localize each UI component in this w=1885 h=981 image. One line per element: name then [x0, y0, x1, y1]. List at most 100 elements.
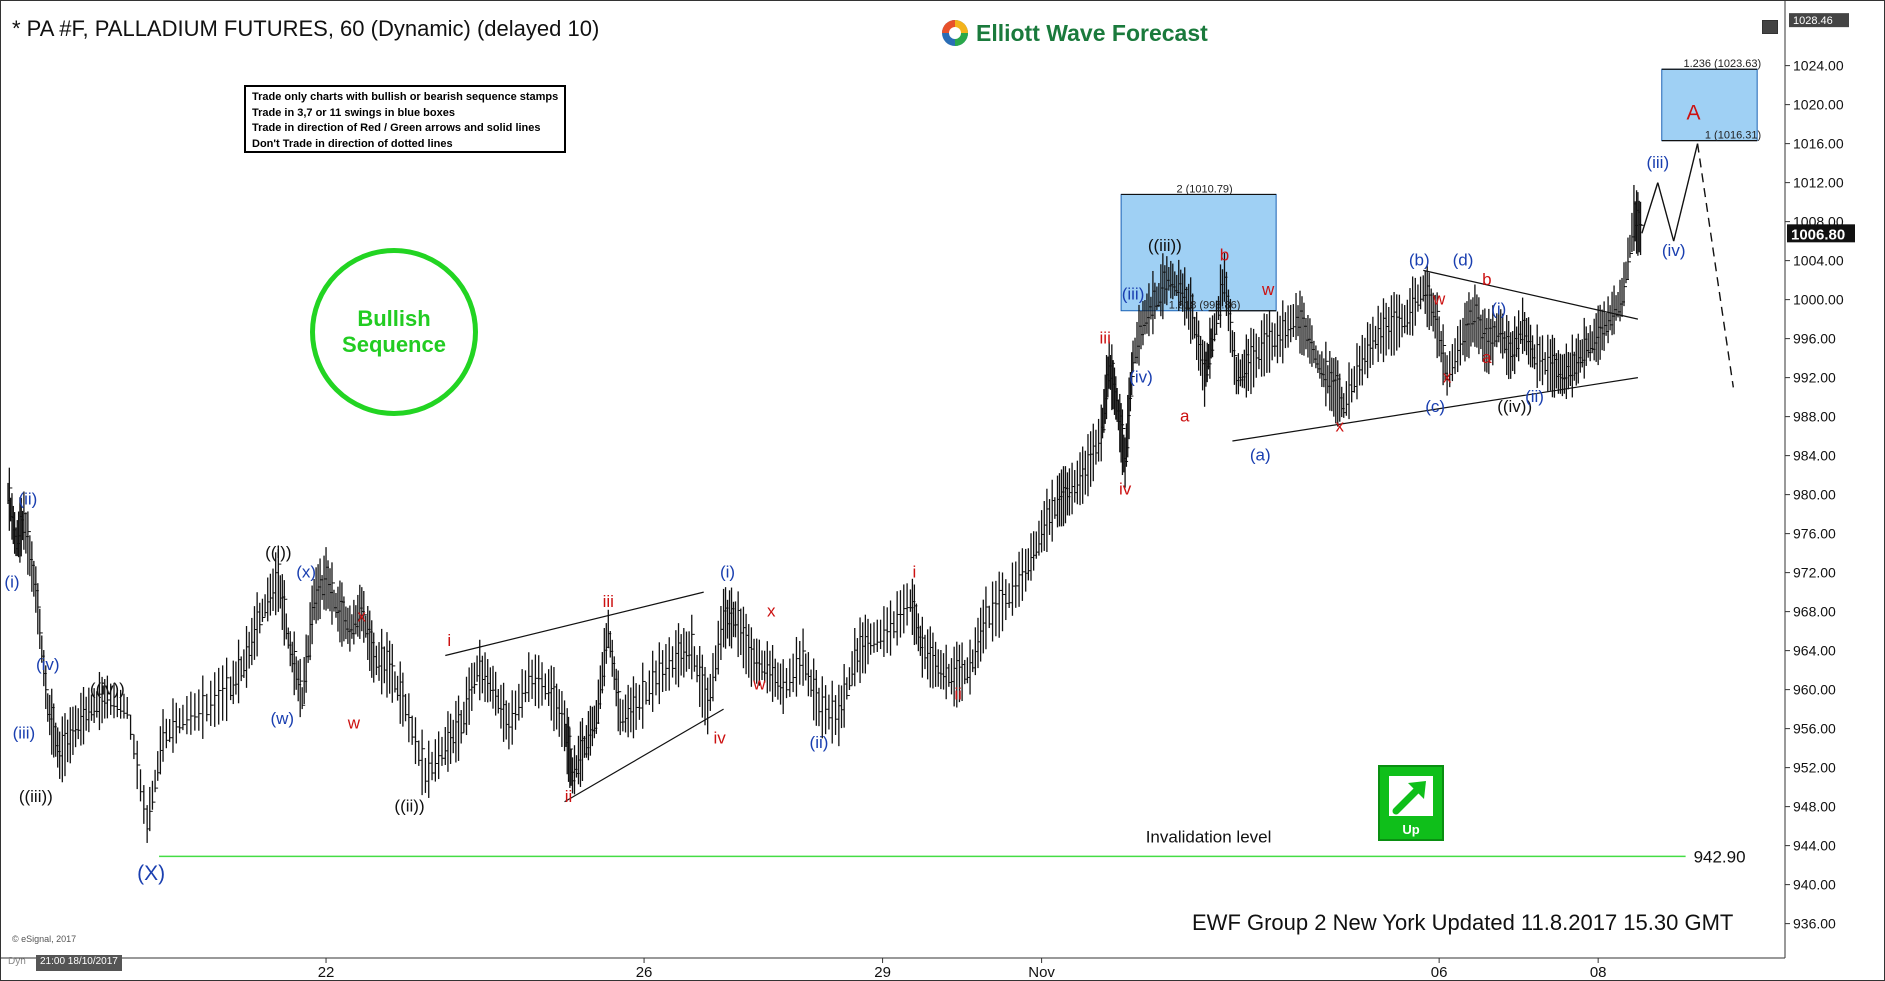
wave-label: iii [1100, 329, 1111, 348]
y-tick-label: 956.00 [1793, 721, 1836, 737]
projection-line [1657, 182, 1675, 242]
stamp-line: Bullish [357, 306, 431, 331]
wave-label: i [912, 563, 916, 582]
wave-label: (c) [1425, 397, 1445, 416]
wave-label: iv [1119, 480, 1132, 499]
brand-name: Elliott Wave Forecast [976, 19, 1208, 46]
y-tick-label: 980.00 [1793, 487, 1836, 503]
wave-label: ((iv)) [90, 680, 125, 699]
wave-label: A [1687, 101, 1701, 124]
up-direction-badge: Up [1378, 765, 1444, 841]
wave-label: (iii) [1122, 285, 1145, 304]
wave-label: (iii) [1646, 153, 1669, 172]
wave-label: i [447, 631, 451, 650]
esignal-credit: © eSignal, 2017 [12, 934, 77, 944]
wave-label: ((i)) [265, 543, 291, 562]
rule-line: Don't Trade in direction of dotted lines [252, 137, 453, 150]
wave-label: b [1220, 246, 1229, 265]
wave-label: a [1482, 348, 1492, 367]
bullish-sequence-stamp: Bullish Sequence [310, 248, 478, 416]
y-tick-label: 972.00 [1793, 565, 1836, 581]
brand: Elliott Wave Forecast [940, 18, 1208, 48]
up-arrow-icon [1386, 773, 1436, 819]
wave-label: (x) [296, 563, 316, 582]
wave-label: x [358, 606, 367, 625]
y-tick-label: 1000.00 [1793, 292, 1844, 308]
y-tick-label: 952.00 [1793, 760, 1836, 776]
chart-title: * PA #F, PALLADIUM FUTURES, 60 (Dynamic)… [12, 16, 600, 41]
wave-label: iii [603, 592, 614, 611]
y-tick-label: 948.00 [1793, 799, 1836, 815]
y-tick-label: 984.00 [1793, 448, 1836, 464]
wave-label: (i) [4, 572, 19, 591]
y-tick-label: 1012.00 [1793, 175, 1844, 191]
y-tick-label: 976.00 [1793, 526, 1836, 542]
x-tick-label: Nov [1028, 964, 1055, 981]
wave-label: ((iii)) [19, 787, 53, 806]
wave-label: (i) [1491, 299, 1506, 318]
trading-rules-box: Trade only charts with bullish or bearis… [244, 85, 566, 153]
x-tick-label: 08 [1590, 964, 1607, 981]
wave-label: (iii) [13, 723, 36, 742]
trend-line [1232, 377, 1639, 442]
y-tick-label: 936.00 [1793, 916, 1836, 932]
wave-label: ((iv)) [1497, 397, 1532, 416]
invalidation-label: Invalidation level [1146, 827, 1272, 846]
wave-label: b [1482, 270, 1491, 289]
invalidation-value: 942.90 [1694, 847, 1746, 866]
wave-label: ii [954, 684, 962, 703]
wave-label: ii [565, 787, 573, 806]
menu-icon[interactable] [1762, 20, 1778, 34]
stamp-line: Sequence [342, 332, 446, 357]
wave-label: (iv) [1129, 368, 1153, 387]
wave-label: x [767, 602, 776, 621]
rule-line: Trade in direction of Red / Green arrows… [252, 122, 541, 134]
wave-label: x [1336, 416, 1345, 435]
projection-line [1673, 143, 1699, 242]
wave-label: (ii) [810, 733, 829, 752]
wave-label: (a) [1250, 446, 1271, 465]
fib-level-label: 2 (1010.79) [1176, 183, 1232, 195]
y-tick-label: 1004.00 [1793, 253, 1844, 269]
target-blue-box [1120, 193, 1277, 312]
trend-line [564, 708, 724, 803]
top-scale-label: 1028.46 [1793, 15, 1833, 27]
wave-label: (w) [270, 709, 294, 728]
y-tick-label: 996.00 [1793, 331, 1836, 347]
x-tick-label: 22 [318, 964, 335, 981]
y-tick-label: 1016.00 [1793, 136, 1844, 152]
wave-label: (b) [1409, 251, 1430, 270]
last-price-box [1787, 224, 1855, 243]
up-label: Up [1402, 822, 1420, 837]
y-tick-label: 988.00 [1793, 409, 1836, 425]
wave-label: w [347, 714, 361, 733]
wave-label: (iv) [36, 655, 60, 674]
rule-line: Trade in 3,7 or 11 swings in blue boxes [252, 106, 455, 119]
fib-level-label: 1.236 (1023.63) [1683, 58, 1761, 70]
x-tick-label: 29 [874, 964, 891, 981]
wave-label: (i) [720, 563, 735, 582]
y-tick-label: 960.00 [1793, 682, 1836, 698]
wave-label: (d) [1453, 251, 1474, 270]
y-tick-label: 944.00 [1793, 838, 1836, 854]
projection-line [1696, 143, 1735, 388]
fib-level-label: 1 (1016.31) [1705, 130, 1761, 142]
wave-label: w [1261, 280, 1275, 299]
y-tick-label: 968.00 [1793, 604, 1836, 620]
wave-logo-icon [942, 20, 968, 46]
wave-label: ((ii)) [394, 797, 424, 816]
wave-label: (iv) [1662, 241, 1686, 260]
dyn-label: Dyn [8, 956, 26, 967]
fib-level-label: 1.618 (998.86) [1169, 300, 1241, 312]
cursor-date: 21:00 18/10/2017 [36, 955, 122, 971]
wave-label: ((iii)) [1148, 236, 1182, 255]
update-footer: EWF Group 2 New York Updated 11.8.2017 1… [1192, 910, 1734, 935]
y-tick-label: 964.00 [1793, 643, 1836, 659]
wave-label: (X) [137, 862, 165, 885]
trend-line [1423, 269, 1639, 320]
y-tick-label: 940.00 [1793, 877, 1836, 893]
x-tick-label: 26 [636, 964, 653, 981]
y-tick-label: 1024.00 [1793, 58, 1844, 74]
